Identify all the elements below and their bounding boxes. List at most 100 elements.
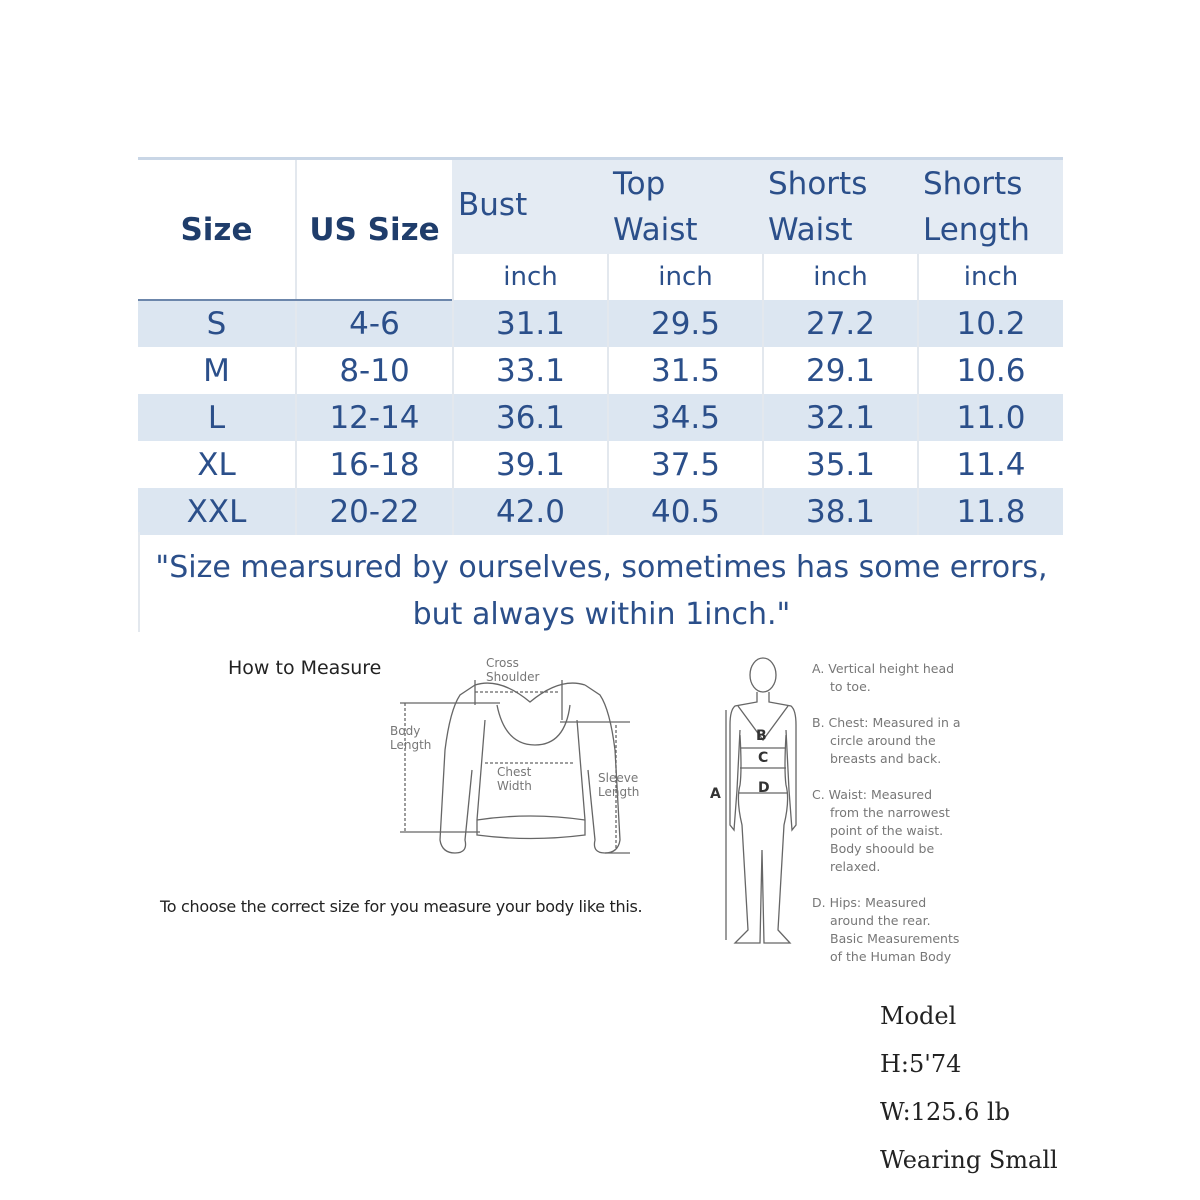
table-cell: 16-18 bbox=[295, 441, 452, 488]
table-cell: 8-10 bbox=[295, 347, 452, 394]
header-label: Length bbox=[923, 212, 1030, 248]
measurement-note: "Size mearsured by ourselves, sometimes … bbox=[138, 532, 1063, 632]
table-cell: 35.1 bbox=[762, 441, 917, 488]
body-note-line: around the rear. bbox=[830, 913, 931, 928]
size-chart-table: Size US Size Bust inch Top Waist inch Sho… bbox=[138, 157, 1063, 535]
label-line: Body bbox=[390, 724, 421, 738]
table-cell: 27.2 bbox=[762, 300, 917, 347]
unit-label: inch bbox=[607, 254, 762, 300]
garment-measure-diagram bbox=[400, 680, 630, 854]
how-to-measure-title: How to Measure bbox=[228, 657, 382, 679]
table-cell: 29.5 bbox=[607, 300, 762, 347]
header-label: Shorts bbox=[923, 166, 1023, 202]
model-weight: W:125.6 lb bbox=[880, 1098, 1011, 1126]
table-cell: 36.1 bbox=[452, 394, 607, 441]
body-note-line: relaxed. bbox=[830, 859, 881, 874]
body-note-line: circle around the bbox=[830, 733, 936, 748]
header-top-waist: Top Waist bbox=[607, 160, 762, 254]
unit-label: inch bbox=[452, 254, 607, 300]
label-line: Chest bbox=[497, 765, 532, 779]
label-line: Sleeve bbox=[598, 771, 639, 785]
table-cell: 33.1 bbox=[452, 347, 607, 394]
table-header: Size US Size Bust inch Top Waist inch Sho… bbox=[138, 160, 1063, 301]
model-title: Model bbox=[880, 1002, 957, 1030]
table-cell: 11.0 bbox=[917, 394, 1063, 441]
body-note-line: of the Human Body bbox=[830, 949, 952, 964]
unit-label: inch bbox=[762, 254, 917, 300]
body-note-line: to toe. bbox=[830, 679, 871, 694]
header-label: Waist bbox=[613, 212, 698, 248]
table-body: S 4-6 31.1 29.5 27.2 10.2 M 8-10 33.1 31.5 29.1 10.… bbox=[138, 300, 1063, 535]
table-cell: 42.0 bbox=[452, 488, 607, 535]
header-size: Size bbox=[180, 212, 253, 248]
table-cell: 10.6 bbox=[917, 347, 1063, 394]
body-note-line: Basic Measurements bbox=[830, 931, 960, 946]
body-measure-figure bbox=[725, 657, 797, 944]
table-cell: 11.8 bbox=[917, 488, 1063, 535]
table-cell: 31.5 bbox=[607, 347, 762, 394]
unit-label: inch bbox=[917, 254, 1063, 300]
body-length-label: Body Length bbox=[390, 724, 431, 752]
label-d: D bbox=[758, 780, 770, 796]
body-note: C. Waist: Measured from the narrowest poin… bbox=[812, 786, 950, 876]
label-c: C bbox=[758, 750, 769, 766]
body-note-line: A. Vertical height head bbox=[812, 661, 955, 676]
header-bust-label: Bust bbox=[458, 187, 528, 223]
measure-instruction: To choose the correct size for you measu… bbox=[160, 897, 643, 916]
table-cell: 34.5 bbox=[607, 394, 762, 441]
table-cell: 31.1 bbox=[452, 300, 607, 347]
header-shorts-waist: Shorts Waist bbox=[762, 160, 917, 254]
label-line: Length bbox=[598, 785, 640, 799]
label-a: A bbox=[710, 786, 721, 802]
table-row: M 8-10 33.1 31.5 29.1 10.6 bbox=[138, 347, 1063, 394]
label-line: Width bbox=[497, 779, 532, 793]
header-label: Waist bbox=[768, 212, 853, 248]
table-row: S 4-6 31.1 29.5 27.2 10.2 bbox=[138, 300, 1063, 347]
table-cell: 37.5 bbox=[607, 441, 762, 488]
label-line: Cross bbox=[486, 656, 519, 670]
label-line: Shoulder bbox=[486, 670, 540, 684]
table-cell: 4-6 bbox=[295, 300, 452, 347]
table-cell: XXL bbox=[186, 493, 247, 530]
table-cell: 40.5 bbox=[607, 488, 762, 535]
chest-width-label: Chest Width bbox=[497, 765, 532, 793]
header-bust: Bust bbox=[452, 160, 607, 254]
table-cell: L bbox=[207, 399, 226, 436]
table-cell: M bbox=[203, 352, 230, 389]
body-note: A. Vertical height head to toe. bbox=[812, 660, 954, 696]
note-line-1: "Size mearsured by ourselves, sometimes … bbox=[155, 550, 1048, 585]
table-row: XL 16-18 39.1 37.5 35.1 11.4 bbox=[138, 441, 1063, 488]
body-note-line: C. Waist: Measured bbox=[812, 787, 933, 802]
table-cell: S bbox=[206, 305, 227, 342]
label-b: B bbox=[756, 728, 767, 744]
table-cell: 29.1 bbox=[762, 347, 917, 394]
body-note-line: Body shoould be bbox=[830, 841, 935, 856]
sleeve-length-label: Sleeve Length bbox=[598, 771, 639, 799]
body-note-line: from the narrowest bbox=[830, 805, 950, 820]
table-cell: 20-22 bbox=[295, 488, 452, 535]
body-note-line: D. Hips: Measured bbox=[812, 895, 927, 910]
table-cell: 11.4 bbox=[917, 441, 1063, 488]
table-row: L 12-14 36.1 34.5 32.1 11.0 bbox=[138, 394, 1063, 441]
model-wearing: Wearing Small bbox=[880, 1146, 1058, 1174]
header-label: Top bbox=[613, 166, 666, 202]
body-note: D. Hips: Measured around the rear. Basic M… bbox=[812, 894, 959, 966]
header-divider bbox=[138, 299, 452, 301]
model-height: H:5'74 bbox=[880, 1050, 962, 1078]
label-line: Length bbox=[390, 738, 432, 752]
note-line-2: but always within 1inch." bbox=[412, 597, 791, 632]
header-shorts-length: Shorts Length bbox=[917, 160, 1063, 254]
table-cell: 10.2 bbox=[917, 300, 1063, 347]
table-cell: 39.1 bbox=[452, 441, 607, 488]
body-note-line: breasts and back. bbox=[830, 751, 942, 766]
body-note-line: B. Chest: Measured in a bbox=[812, 715, 961, 730]
header-us-size: US Size bbox=[295, 160, 452, 300]
body-note-line: point of the waist. bbox=[830, 823, 944, 838]
header-label: Shorts bbox=[768, 166, 868, 202]
body-note: B. Chest: Measured in a circle around the… bbox=[812, 714, 961, 768]
table-cell: 38.1 bbox=[762, 488, 917, 535]
table-row: XXL 20-22 42.0 40.5 38.1 11.8 bbox=[138, 488, 1063, 535]
table-cell: XL bbox=[197, 446, 236, 483]
table-cell: 32.1 bbox=[762, 394, 917, 441]
table-cell: 12-14 bbox=[295, 394, 452, 441]
